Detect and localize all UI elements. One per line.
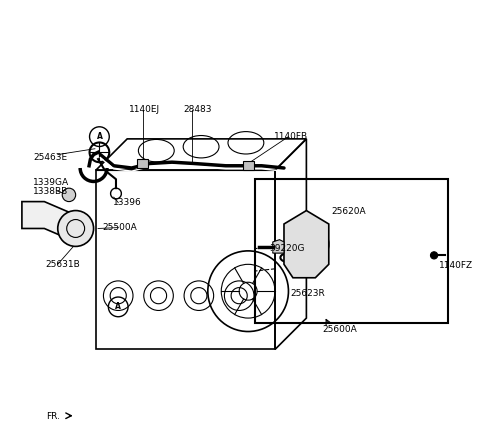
Text: A: A <box>96 132 102 141</box>
Polygon shape <box>273 240 284 253</box>
Text: 25620A: 25620A <box>331 207 366 216</box>
Text: 25463E: 25463E <box>33 153 67 162</box>
Text: 25623R: 25623R <box>291 289 325 298</box>
Text: FR.: FR. <box>47 412 60 421</box>
Text: 25500A: 25500A <box>103 223 137 232</box>
Bar <box>243 161 253 170</box>
Bar <box>255 179 447 323</box>
Text: 1140EJ: 1140EJ <box>130 105 160 114</box>
Text: 1140FZ: 1140FZ <box>439 261 473 270</box>
Circle shape <box>62 188 76 202</box>
Text: 1140FB: 1140FB <box>274 132 308 141</box>
Text: 25631B: 25631B <box>46 260 80 269</box>
Text: 13396: 13396 <box>113 198 142 207</box>
Text: 25600A: 25600A <box>322 325 357 334</box>
Text: 39220G: 39220G <box>269 244 305 253</box>
Polygon shape <box>284 211 329 278</box>
Text: 1338BB: 1338BB <box>33 187 68 196</box>
Text: A: A <box>115 302 121 311</box>
Circle shape <box>431 252 438 259</box>
Text: 1339GA: 1339GA <box>33 178 69 187</box>
Circle shape <box>58 211 94 246</box>
Bar <box>96 170 275 349</box>
Polygon shape <box>22 202 76 242</box>
Text: 28483: 28483 <box>183 105 212 114</box>
Bar <box>137 159 148 168</box>
